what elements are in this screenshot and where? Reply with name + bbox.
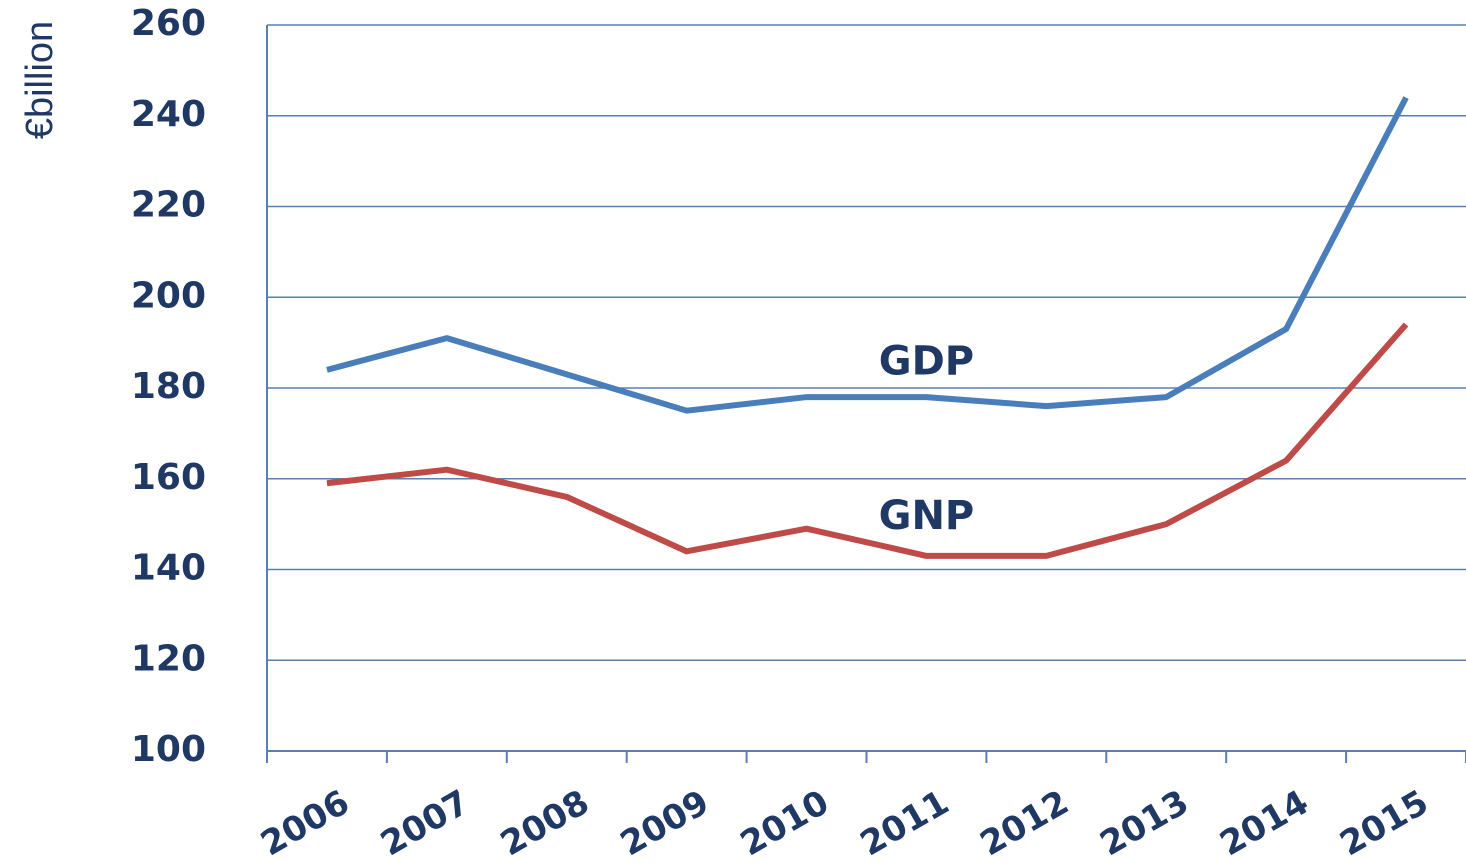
- x-tick-label: 2006: [254, 782, 356, 863]
- y-tick-label: 260: [131, 3, 206, 44]
- series-label: GDP: [879, 339, 974, 385]
- x-tick-label: 2009: [614, 782, 716, 863]
- x-tick-label: 2012: [974, 782, 1076, 863]
- y-tick-label: 120: [131, 638, 206, 679]
- series-line: [326, 322, 1409, 559]
- y-tick-label: 100: [131, 729, 206, 770]
- y-tick-label: 220: [131, 185, 206, 226]
- x-tick-label: 2013: [1094, 782, 1196, 863]
- y-tick-label: 180: [131, 366, 206, 407]
- x-tick-label: 2007: [374, 782, 476, 863]
- x-tick-label: 2011: [854, 782, 956, 863]
- series-label: GNP: [879, 493, 975, 539]
- y-tick-label: 160: [131, 457, 206, 498]
- x-tick-label: 2010: [734, 782, 836, 863]
- x-tick-label: 2008: [494, 782, 596, 863]
- y-tick-label: 140: [131, 548, 206, 589]
- y-tick-label: 240: [131, 94, 206, 135]
- x-tick-label: 2015: [1333, 782, 1435, 863]
- x-tick-label: 2014: [1213, 782, 1315, 863]
- y-axis-label: €billion: [19, 21, 61, 139]
- y-tick-label: 200: [131, 275, 206, 316]
- series-line: [326, 96, 1409, 414]
